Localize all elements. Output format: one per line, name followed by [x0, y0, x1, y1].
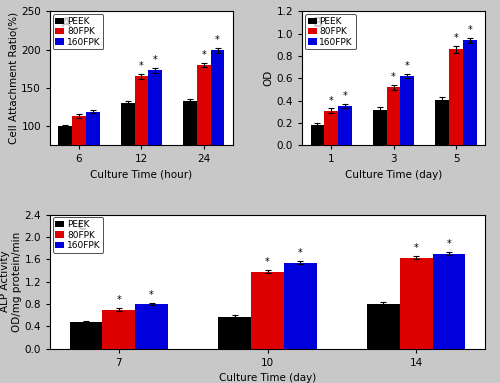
Bar — [210, 51, 224, 203]
Bar — [324, 111, 338, 145]
Text: *: * — [139, 61, 144, 71]
Text: C: C — [76, 219, 86, 233]
Bar — [86, 111, 100, 203]
Bar — [251, 272, 284, 349]
Text: *: * — [446, 239, 451, 249]
Bar — [310, 125, 324, 145]
Bar — [386, 87, 400, 145]
Bar — [463, 41, 476, 145]
Text: *: * — [454, 33, 458, 43]
Bar — [400, 258, 432, 349]
Text: *: * — [391, 72, 396, 82]
Bar — [58, 126, 72, 203]
Bar — [134, 77, 148, 203]
X-axis label: Culture Time (day): Culture Time (day) — [345, 170, 442, 180]
Bar — [218, 317, 251, 349]
Legend: PEEK, 80FPK, 160FPK: PEEK, 80FPK, 160FPK — [52, 14, 104, 49]
Text: *: * — [329, 95, 334, 105]
Text: B: B — [313, 15, 324, 29]
Text: *: * — [116, 295, 121, 306]
Text: *: * — [149, 290, 154, 300]
X-axis label: Culture Time (day): Culture Time (day) — [219, 373, 316, 383]
X-axis label: Culture Time (hour): Culture Time (hour) — [90, 170, 192, 180]
Bar — [148, 70, 162, 203]
Bar — [449, 49, 463, 145]
Legend: PEEK, 80FPK, 160FPK: PEEK, 80FPK, 160FPK — [52, 218, 104, 253]
Text: *: * — [215, 35, 220, 45]
Bar — [400, 76, 414, 145]
Y-axis label: ALP Activity
OD/mg protein/min: ALP Activity OD/mg protein/min — [0, 232, 22, 332]
Bar — [432, 254, 465, 349]
Bar — [135, 304, 168, 349]
Bar — [70, 322, 102, 349]
Bar — [284, 263, 316, 349]
Bar — [338, 106, 352, 145]
Bar — [183, 101, 197, 203]
Text: *: * — [265, 257, 270, 267]
Bar — [197, 65, 210, 203]
Text: *: * — [468, 25, 472, 35]
Text: A: A — [61, 15, 72, 29]
Bar — [121, 103, 134, 203]
Text: *: * — [414, 243, 418, 253]
Y-axis label: OD: OD — [264, 70, 274, 87]
Bar — [367, 304, 400, 349]
Text: *: * — [342, 91, 347, 101]
Text: *: * — [202, 50, 206, 60]
Bar — [72, 116, 86, 203]
Y-axis label: Cell Attachment Ratio(%): Cell Attachment Ratio(%) — [8, 12, 18, 144]
Bar — [102, 309, 135, 349]
Text: *: * — [153, 55, 158, 65]
Legend: PEEK, 80FPK, 160FPK: PEEK, 80FPK, 160FPK — [305, 14, 356, 49]
Text: *: * — [405, 61, 409, 71]
Text: *: * — [298, 248, 302, 258]
Bar — [436, 100, 449, 145]
Bar — [373, 110, 386, 145]
